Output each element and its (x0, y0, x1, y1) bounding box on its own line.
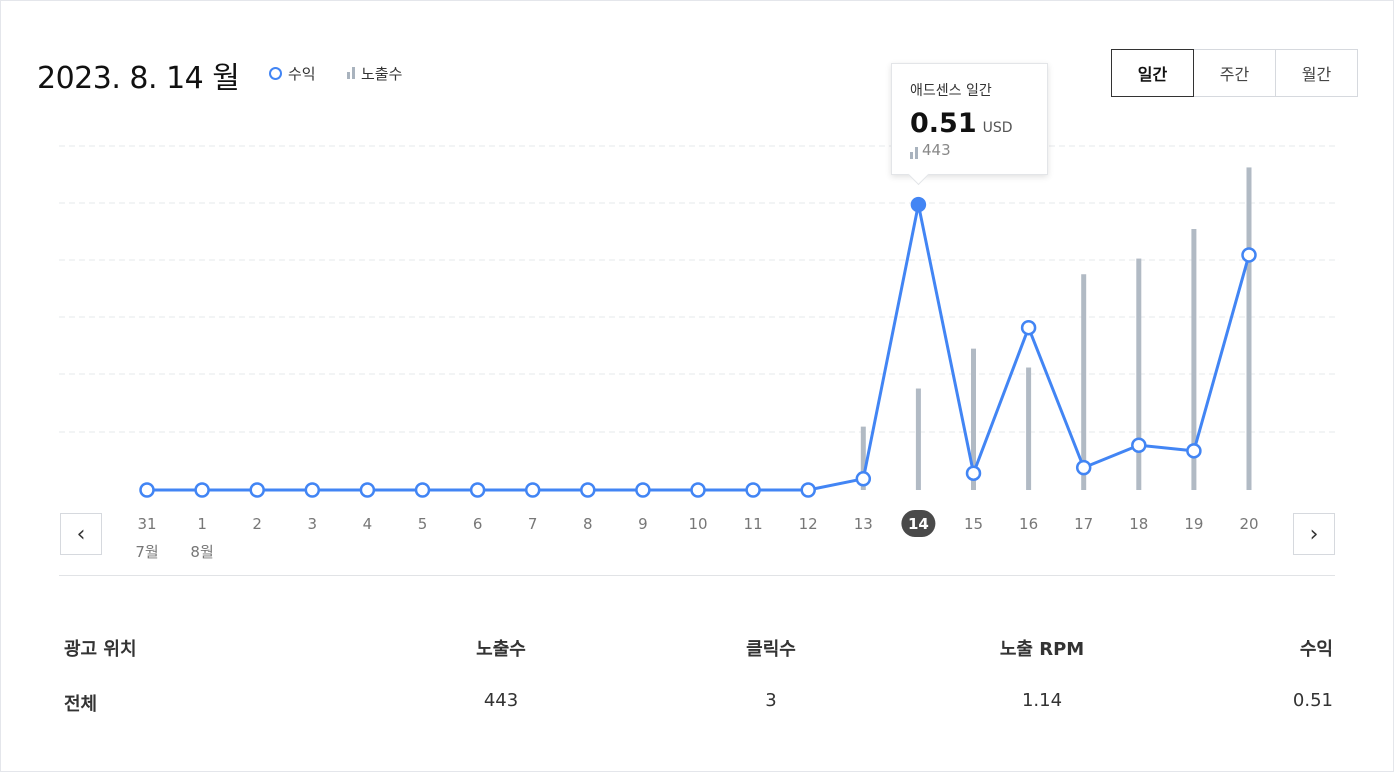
bar-chart-icon (347, 67, 355, 79)
cell-ad-location: 전체 (64, 694, 98, 715)
revenue-point (194, 482, 210, 498)
revenue-point (580, 482, 596, 498)
revenue-point (249, 482, 265, 498)
impressions-bar (915, 388, 921, 490)
period-tabs: 일간 주간 월간 (1111, 49, 1358, 97)
x-tick-label: 17 (1074, 515, 1093, 533)
tooltip-title: 애드센스 일간 (910, 83, 992, 99)
x-tick-label: 4 (363, 515, 373, 533)
x-tick-label: 12 (799, 515, 818, 533)
x-tick-label: 9 (638, 515, 648, 533)
cell-impressions: 443 (483, 690, 519, 711)
revenue-point (690, 482, 706, 498)
x-tick-label: 6 (473, 515, 483, 533)
revenue-point (800, 482, 816, 498)
tab-monthly[interactable]: 월간 (1275, 49, 1358, 97)
revenue-point (524, 482, 541, 498)
revenue-point-selected (910, 196, 927, 213)
x-tick-label: 5 (418, 515, 428, 533)
x-tick-label: 8 (583, 515, 593, 533)
divider (59, 575, 1335, 576)
header-ad-location: 광고 위치 (64, 639, 137, 660)
x-tick-label: 18 (1129, 515, 1148, 533)
cell-revenue: 0.51 (1292, 690, 1333, 711)
revenue-point (359, 482, 376, 498)
revenue-point (1131, 437, 1147, 453)
revenue-point (635, 482, 651, 498)
selected-date: 2023. 8. 14 월 (37, 61, 240, 96)
revenue-point (745, 482, 761, 498)
next-button[interactable]: › (1293, 513, 1335, 555)
chevron-right-icon: › (1309, 521, 1319, 547)
header-clicks: 클릭수 (746, 639, 796, 660)
tooltip-unit: USD (982, 120, 1013, 136)
x-tick-label: 16 (1019, 515, 1038, 533)
legend-revenue: 수익 (269, 61, 316, 85)
x-tick-label: 1 (197, 515, 207, 533)
x-tick-label: 31 (137, 515, 156, 533)
impressions-bar (860, 426, 866, 490)
x-tick-label: 20 (1239, 515, 1258, 533)
month-label: 7월 (135, 543, 158, 561)
x-tick-label: 2 (252, 515, 262, 533)
revenue-point (469, 482, 486, 498)
cell-rpm: 1.14 (1021, 690, 1063, 711)
tab-weekly[interactable]: 주간 (1193, 49, 1276, 97)
month-label: 8월 (190, 543, 213, 561)
impressions-bar (1246, 167, 1252, 490)
header-rpm: 노출 RPM (999, 639, 1085, 660)
revenue-point (1186, 443, 1202, 459)
legend-impressions-label: 노출수 (361, 64, 403, 83)
revenue-point (139, 482, 155, 498)
header-revenue: 수익 (1299, 639, 1333, 660)
chevron-left-icon: ‹ (76, 521, 86, 547)
x-tick-label: 11 (744, 515, 763, 533)
x-tick-label: 13 (854, 515, 873, 533)
tooltip-value: 0.51 (910, 108, 977, 139)
revenue-point (1020, 319, 1037, 336)
revenue-point (855, 471, 872, 487)
revenue-point (1075, 459, 1092, 476)
line-dot-icon (269, 66, 282, 80)
selected-day-badge (901, 510, 936, 537)
x-tick-label: 7 (528, 515, 538, 533)
revenue-point (965, 465, 982, 481)
x-tick-label: 3 (308, 515, 318, 533)
impressions-bar (971, 348, 976, 490)
x-tick-label: 14 (908, 515, 929, 533)
impressions-bar (1081, 274, 1087, 490)
bar-chart-icon (910, 147, 918, 159)
x-tick-label: 15 (964, 515, 983, 533)
header-impressions: 노출수 (476, 639, 526, 660)
legend-impressions: 노출수 (347, 61, 402, 85)
cell-clicks: 3 (765, 690, 777, 711)
tooltip-impressions: 443 (922, 141, 951, 159)
revenue-point (1241, 247, 1257, 263)
x-tick-label: 19 (1184, 515, 1203, 533)
impressions-bar (1026, 367, 1032, 490)
legend-revenue-label: 수익 (288, 64, 316, 83)
impressions-bar (1191, 229, 1197, 490)
impressions-bar (1136, 258, 1142, 490)
chart-tooltip: 애드센스 일간 0.51 USD 443 (891, 63, 1048, 175)
revenue-point (304, 482, 321, 498)
tab-daily[interactable]: 일간 (1111, 49, 1194, 97)
x-tick-label: 10 (688, 515, 707, 533)
revenue-point (414, 482, 431, 498)
prev-button[interactable]: ‹ (60, 513, 102, 555)
